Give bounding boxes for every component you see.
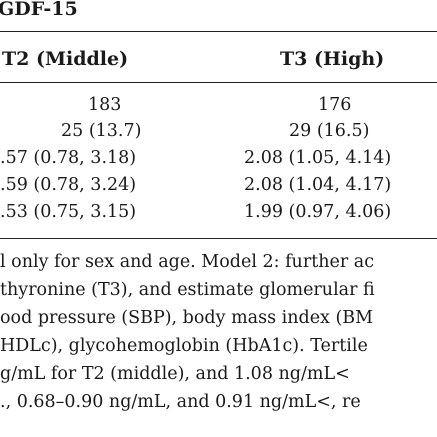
footnote-line: ood pressure (SBP), body mass index (BM [0,308,374,328]
footnote-line: ., 0.68–0.90 ng/mL, and 0.91 ng/mL<, re [0,392,361,412]
cell-t2: 25 (13.7) [61,121,142,141]
cell-t3: 176 [318,95,352,115]
column-header-t2: T2 (Middle) [2,48,129,70]
cell-t3: 1.99 (0.97, 4.06) [244,202,392,222]
footnote-line: l only for sex and age. Model 2: further… [0,252,375,272]
table-header-rule [0,82,437,83]
footnote-line: g/mL for T2 (middle), and 1.08 ng/mL< [0,364,350,384]
cell-t3: 2.08 (1.04, 4.17) [244,175,392,195]
cell-t3: 29 (16.5) [289,121,370,141]
cell-t2: .57 (0.78, 3.18) [0,148,137,168]
cell-t3: 2.08 (1.05, 4.14) [244,148,392,168]
table-top-rule [0,31,437,32]
cell-t2: .53 (0.75, 3.15) [0,202,137,222]
footnote-line: HDLc), glycohemoglobin (HbA1c). Tertile [0,336,368,356]
column-header-t3: T3 (High) [280,48,385,70]
footnote-line: thyronine (T3), and estimate glomerular … [0,280,375,300]
table-caption-title: GDF-15 [0,0,78,20]
table-bottom-rule [0,238,437,239]
cell-t2: 183 [88,95,122,115]
cell-t2: .59 (0.78, 3.24) [0,175,137,195]
